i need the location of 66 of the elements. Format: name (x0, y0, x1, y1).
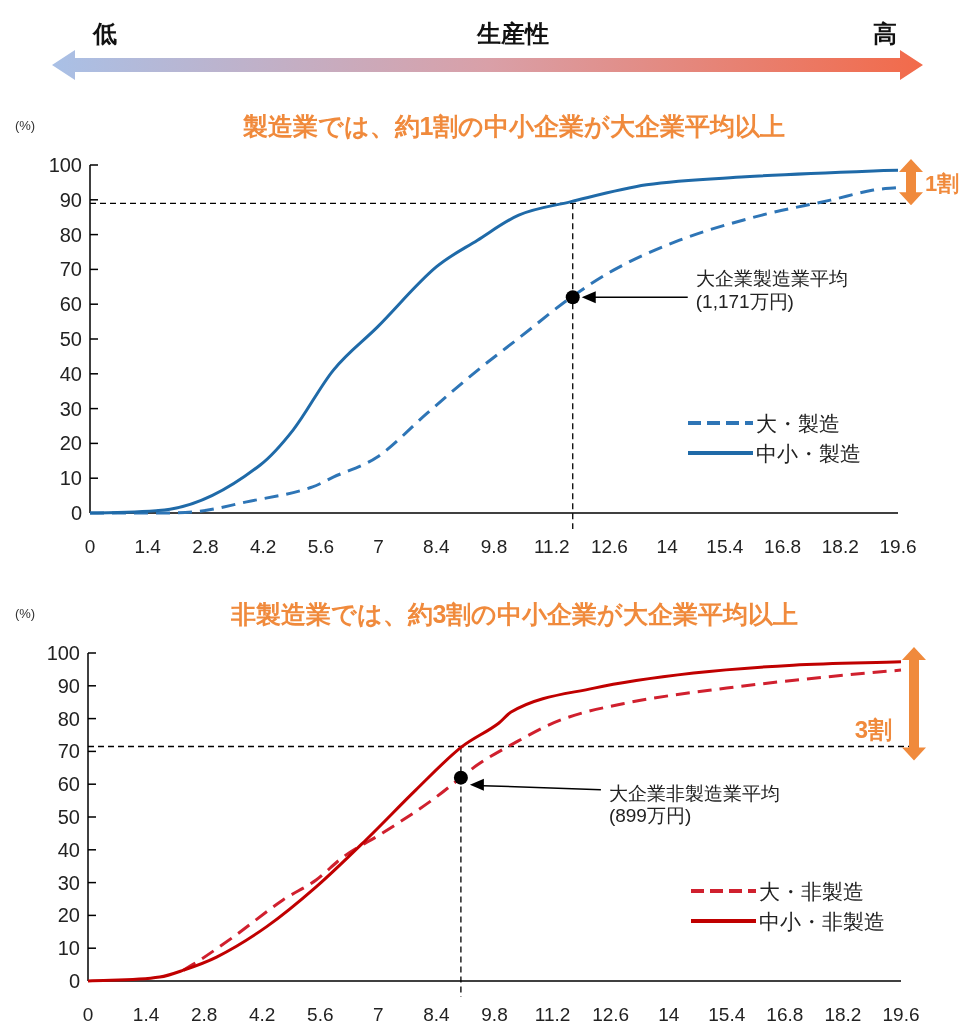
text: 1割 (925, 171, 960, 197)
y-tick-label: 30 (57, 871, 80, 894)
x-tick-label: 2.8 (190, 1004, 218, 1025)
y-tick-label: 60 (59, 293, 82, 316)
chart-title: 非製造業では、約3割の中小企業が大企業平均以上 (229, 600, 799, 628)
x-tick-label: 4.2 (249, 1004, 276, 1025)
x-tick-label: 1.4 (132, 1004, 160, 1025)
y-tick-label: 40 (59, 362, 82, 385)
x-tick-label: 19.6 (879, 536, 917, 557)
annotation: 3割 (854, 716, 892, 744)
x-tick-label: 7 (373, 536, 384, 557)
y-tick-label: 70 (57, 740, 80, 763)
y-tick-label: 70 (59, 258, 82, 281)
legend-label: 大・製造 (756, 412, 840, 435)
x-tick-label: 12.6 (592, 1004, 630, 1025)
y-tick-label: 20 (59, 432, 82, 455)
y-tick-label: 50 (57, 806, 80, 828)
y-tick-label: 90 (59, 188, 82, 211)
x-tick-label: 11.2 (533, 536, 570, 557)
y-tick-label: 0 (70, 502, 82, 524)
y-tick-label: 0 (68, 970, 80, 992)
x-tick-label: 11.2 (534, 1004, 571, 1025)
x-tick-label: 12.6 (590, 536, 628, 557)
legend-label: 中小・非製造 (759, 910, 885, 933)
y-axis-title: (%) (14, 118, 36, 133)
y-tick-label: 100 (46, 642, 80, 664)
y-tick-label: 90 (57, 674, 80, 697)
y-tick-label: 80 (59, 223, 82, 246)
x-tick-label: 5.6 (307, 536, 335, 557)
y-tick-label: 20 (57, 904, 80, 927)
x-tick-label: 14 (658, 1004, 680, 1025)
y-tick-label: 60 (57, 773, 80, 796)
x-tick-label: 15.4 (708, 1004, 746, 1025)
y-tick-label: 40 (57, 838, 80, 861)
y-tick-label: 80 (57, 707, 80, 730)
y-tick-label: 100 (48, 154, 82, 176)
x-tick-label: 14 (656, 536, 679, 557)
x-tick-label: 18.2 (824, 1004, 862, 1025)
x-tick-label: 15.4 (706, 536, 744, 557)
x-tick-label: 0 (84, 536, 96, 557)
text: 低 (92, 20, 117, 47)
x-tick-label: 16.8 (764, 536, 802, 557)
x-tick-label: 5.6 (307, 1004, 334, 1025)
text: 高 (873, 20, 897, 47)
y-tick-label: 30 (59, 397, 82, 420)
x-tick-label: 1.4 (134, 536, 162, 557)
x-tick-label: 8.4 (423, 536, 450, 557)
x-tick-label: 19.6 (882, 1004, 920, 1025)
x-tick-label: 9.8 (480, 536, 508, 557)
x-tick-label: 9.8 (481, 1004, 508, 1025)
x-tick-label: 18.2 (821, 536, 859, 557)
x-tick-label: 4.2 (249, 536, 277, 557)
legend-label: 大・非製造 (759, 880, 864, 903)
annotation: 大企業非製造業平均 (899万円) (608, 782, 780, 827)
x-tick-label: 2.8 (192, 536, 219, 557)
x-tick-label: 7 (373, 1004, 384, 1025)
y-tick-label: 10 (59, 467, 82, 490)
chart-title: 製造業では、約1割の中小企業が大企業平均以上 (241, 112, 786, 140)
annotation: 大企業製造業平均 (1,171万円) (695, 268, 848, 313)
y-tick-label: 50 (59, 328, 82, 350)
legend-label: 中小・製造 (756, 442, 861, 465)
x-tick-label: 16.8 (766, 1004, 804, 1025)
y-tick-label: 10 (57, 937, 80, 960)
text: 生産性 (476, 20, 549, 47)
x-tick-label: 8.4 (423, 1004, 451, 1025)
y-axis-title: (%) (14, 606, 36, 621)
